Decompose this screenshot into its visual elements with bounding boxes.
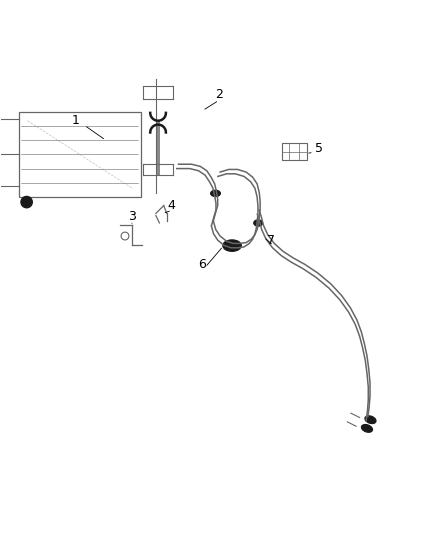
Ellipse shape bbox=[361, 425, 372, 432]
Ellipse shape bbox=[365, 416, 376, 424]
Text: 3: 3 bbox=[128, 210, 136, 223]
Bar bbox=[282, 143, 307, 160]
Text: 5: 5 bbox=[315, 142, 323, 156]
Text: 4: 4 bbox=[167, 199, 175, 212]
Circle shape bbox=[21, 197, 32, 208]
Bar bbox=[19, 112, 141, 197]
Ellipse shape bbox=[223, 240, 241, 251]
Text: 6: 6 bbox=[198, 258, 205, 271]
Ellipse shape bbox=[211, 190, 220, 197]
Text: 7: 7 bbox=[267, 234, 275, 247]
Text: 1: 1 bbox=[71, 114, 79, 127]
Ellipse shape bbox=[254, 220, 262, 226]
Text: 2: 2 bbox=[215, 88, 223, 101]
